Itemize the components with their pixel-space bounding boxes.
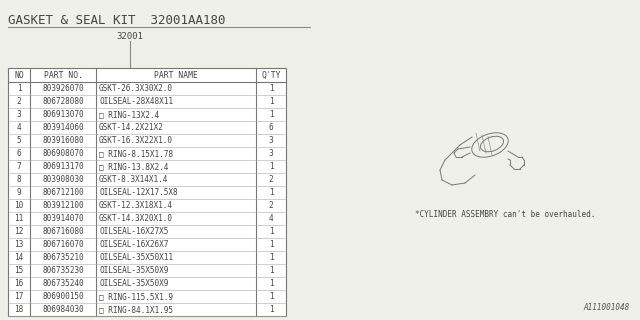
Text: 806735210: 806735210 bbox=[42, 253, 84, 262]
Text: 1: 1 bbox=[269, 240, 273, 249]
Text: 806735240: 806735240 bbox=[42, 279, 84, 288]
Text: 803916080: 803916080 bbox=[42, 136, 84, 145]
Text: 3: 3 bbox=[269, 149, 273, 158]
Text: □ RING-13X2.4: □ RING-13X2.4 bbox=[99, 110, 159, 119]
Text: 7: 7 bbox=[17, 162, 21, 171]
Text: 806716070: 806716070 bbox=[42, 240, 84, 249]
Text: *CYLINDER ASSEMBRY can't be overhauled.: *CYLINDER ASSEMBRY can't be overhauled. bbox=[415, 210, 595, 219]
Text: □ RING-8.15X1.78: □ RING-8.15X1.78 bbox=[99, 149, 173, 158]
Text: GSKT-16.3X22X1.0: GSKT-16.3X22X1.0 bbox=[99, 136, 173, 145]
Text: 803914060: 803914060 bbox=[42, 123, 84, 132]
Text: 1: 1 bbox=[269, 305, 273, 314]
Text: PART NAME: PART NAME bbox=[154, 70, 198, 79]
Text: 18: 18 bbox=[14, 305, 24, 314]
Text: 803912100: 803912100 bbox=[42, 201, 84, 210]
Text: 806908070: 806908070 bbox=[42, 149, 84, 158]
Text: GASKET & SEAL KIT  32001AA180: GASKET & SEAL KIT 32001AA180 bbox=[8, 14, 225, 27]
Text: 12: 12 bbox=[14, 227, 24, 236]
Text: OILSEAL-28X48X11: OILSEAL-28X48X11 bbox=[99, 97, 173, 106]
Text: 2: 2 bbox=[269, 201, 273, 210]
Text: 10: 10 bbox=[14, 201, 24, 210]
Text: GSKT-12.3X18X1.4: GSKT-12.3X18X1.4 bbox=[99, 201, 173, 210]
Text: 1: 1 bbox=[269, 162, 273, 171]
Text: A111001048: A111001048 bbox=[584, 303, 630, 312]
Text: 3: 3 bbox=[269, 136, 273, 145]
Text: □ RING-13.8X2.4: □ RING-13.8X2.4 bbox=[99, 162, 168, 171]
Text: 803908030: 803908030 bbox=[42, 175, 84, 184]
Text: 17: 17 bbox=[14, 292, 24, 301]
Text: 4: 4 bbox=[269, 214, 273, 223]
Text: □ RING-115.5X1.9: □ RING-115.5X1.9 bbox=[99, 292, 173, 301]
Text: 14: 14 bbox=[14, 253, 24, 262]
Text: 8: 8 bbox=[17, 175, 21, 184]
Text: 803926070: 803926070 bbox=[42, 84, 84, 93]
Text: GSKT-14.2X21X2: GSKT-14.2X21X2 bbox=[99, 123, 164, 132]
Text: OILSEAL-35X50X9: OILSEAL-35X50X9 bbox=[99, 279, 168, 288]
Text: 9: 9 bbox=[17, 188, 21, 197]
Text: OILSEAL-35X50X11: OILSEAL-35X50X11 bbox=[99, 253, 173, 262]
Text: OILSEAL-35X50X9: OILSEAL-35X50X9 bbox=[99, 266, 168, 275]
Text: 1: 1 bbox=[269, 292, 273, 301]
Text: 15: 15 bbox=[14, 266, 24, 275]
Text: GSKT-8.3X14X1.4: GSKT-8.3X14X1.4 bbox=[99, 175, 168, 184]
Text: 806913070: 806913070 bbox=[42, 110, 84, 119]
Text: GSKT-14.3X20X1.0: GSKT-14.3X20X1.0 bbox=[99, 214, 173, 223]
Text: 806728080: 806728080 bbox=[42, 97, 84, 106]
Text: 806716080: 806716080 bbox=[42, 227, 84, 236]
Text: OILSEAL-16X27X5: OILSEAL-16X27X5 bbox=[99, 227, 168, 236]
Text: 806900150: 806900150 bbox=[42, 292, 84, 301]
Text: 806735230: 806735230 bbox=[42, 266, 84, 275]
Text: 806913170: 806913170 bbox=[42, 162, 84, 171]
Text: OILSEAL-12X17.5X8: OILSEAL-12X17.5X8 bbox=[99, 188, 178, 197]
Text: 803914070: 803914070 bbox=[42, 214, 84, 223]
Text: 4: 4 bbox=[17, 123, 21, 132]
Text: OILSEAL-16X26X7: OILSEAL-16X26X7 bbox=[99, 240, 168, 249]
Text: □ RING-84.1X1.95: □ RING-84.1X1.95 bbox=[99, 305, 173, 314]
Text: 806712100: 806712100 bbox=[42, 188, 84, 197]
Text: 1: 1 bbox=[269, 253, 273, 262]
Text: 1: 1 bbox=[269, 266, 273, 275]
Text: 13: 13 bbox=[14, 240, 24, 249]
Text: 1: 1 bbox=[269, 97, 273, 106]
Text: PART NO.: PART NO. bbox=[44, 70, 83, 79]
Text: 6: 6 bbox=[269, 123, 273, 132]
Text: GSKT-26.3X30X2.0: GSKT-26.3X30X2.0 bbox=[99, 84, 173, 93]
Text: 1: 1 bbox=[17, 84, 21, 93]
Text: 1: 1 bbox=[269, 84, 273, 93]
Text: 1: 1 bbox=[269, 279, 273, 288]
Text: 2: 2 bbox=[17, 97, 21, 106]
Text: 1: 1 bbox=[269, 227, 273, 236]
Text: 806984030: 806984030 bbox=[42, 305, 84, 314]
Text: 1: 1 bbox=[269, 110, 273, 119]
Text: NO: NO bbox=[14, 70, 24, 79]
Text: 1: 1 bbox=[269, 188, 273, 197]
Text: 16: 16 bbox=[14, 279, 24, 288]
Text: 6: 6 bbox=[17, 149, 21, 158]
Text: Q'TY: Q'TY bbox=[261, 70, 281, 79]
Text: 3: 3 bbox=[17, 110, 21, 119]
Text: 11: 11 bbox=[14, 214, 24, 223]
Text: 2: 2 bbox=[269, 175, 273, 184]
Text: 5: 5 bbox=[17, 136, 21, 145]
Text: 32001: 32001 bbox=[116, 32, 143, 41]
Bar bbox=[8, 68, 286, 316]
